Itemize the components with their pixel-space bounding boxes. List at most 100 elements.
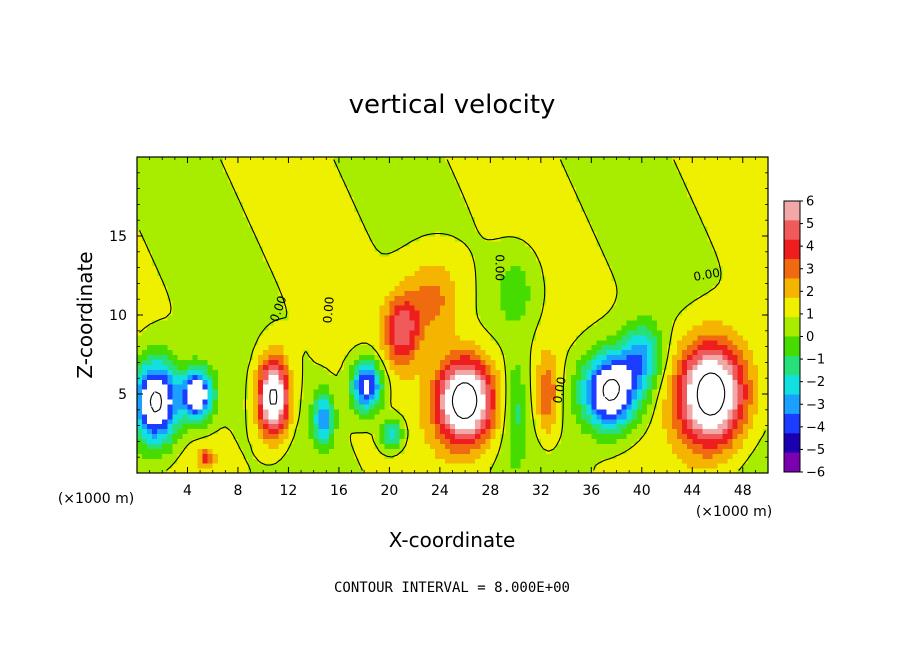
heatmap-cell [167,413,173,420]
heatmap-cell [444,300,451,306]
heatmap-cell [243,329,249,336]
heatmap-cell [232,290,239,296]
heatmap-cell [656,324,663,331]
heatmap-cell [656,319,663,326]
heatmap-cell [338,315,345,321]
heatmap-cell [480,280,486,286]
heatmap-cell [404,315,411,321]
heatmap-cell [495,305,502,311]
heatmap-cell [737,364,744,370]
heatmap-cell [157,339,163,346]
heatmap-cell [137,364,143,370]
heatmap-cell [157,418,163,425]
heatmap-cell [268,285,274,291]
heatmap-cell [308,463,315,469]
heatmap-cell [742,389,749,395]
heatmap-cell [712,379,719,385]
heatmap-cell [323,329,330,336]
heatmap-cell [212,423,219,430]
heatmap-cell [182,275,189,282]
heatmap-cell [354,408,360,415]
heatmap-cell [752,398,759,405]
heatmap-cell [581,344,587,351]
heatmap-cell [202,329,209,336]
heatmap-cell [424,403,431,410]
heatmap-cell [586,448,592,454]
heatmap-cell [232,369,239,375]
heatmap-cell [409,305,416,311]
heatmap-cell [273,369,279,375]
heatmap-cell [697,413,703,420]
heatmap-cell [263,305,269,311]
heatmap-cell [419,329,426,336]
heatmap-cell [389,428,396,435]
heatmap-cell [485,339,491,346]
heatmap-cell [359,295,365,301]
heatmap-cell [419,369,426,375]
heatmap-cell [338,428,345,435]
heatmap-cell [328,315,335,321]
heatmap-cell [394,379,401,385]
heatmap-cell [712,349,719,356]
heatmap-cell [500,408,507,415]
heatmap-cell [293,359,300,365]
heatmap-cell [202,339,209,346]
heatmap-cell [737,418,744,425]
heatmap-cell [328,364,335,370]
heatmap-cell [379,310,385,316]
heatmap-cell [142,374,148,380]
heatmap-cell [510,403,517,410]
heatmap-cell [545,334,552,341]
heatmap-cell [253,275,259,282]
heatmap-cell [137,315,143,321]
heatmap-cell [525,458,532,464]
heatmap-cell [510,315,517,321]
heatmap-cell [616,403,623,410]
heatmap-cell [359,403,365,410]
heatmap-cell [460,334,466,341]
heatmap-cell [661,315,668,321]
heatmap-cell [555,369,562,375]
heatmap-cell [505,319,512,326]
heatmap-cell [702,280,709,286]
heatmap-cell [566,334,572,341]
heatmap-cell [177,305,184,311]
heatmap-cell [273,463,279,469]
heatmap-cell [248,438,254,444]
heatmap-cell [490,394,497,400]
heatmap-cell [232,324,239,331]
heatmap-cell [737,339,744,346]
heatmap-cell [566,384,572,390]
heatmap-cell [707,428,714,435]
heatmap-cell [611,339,618,346]
heatmap-cell [167,423,173,430]
heatmap-cell [273,413,279,420]
heatmap-cell [278,280,284,286]
heatmap-cell [394,389,401,395]
heatmap-cell [167,369,173,375]
heatmap-cell [424,285,431,291]
heatmap-cell [444,364,451,370]
heatmap-cell [444,290,451,296]
heatmap-cell [757,305,764,311]
heatmap-cell [439,300,446,306]
heatmap-cell [258,443,264,449]
heatmap-cell [742,349,749,356]
heatmap-cell [323,403,330,410]
heatmap-cell [631,463,638,469]
heatmap-cell [727,384,734,390]
heatmap-cell [697,458,703,464]
heatmap-cell [399,280,406,286]
heatmap-cell [692,418,698,425]
heatmap-cell [278,394,284,400]
heatmap-cell [313,418,320,425]
heatmap-cell [182,374,189,380]
heatmap-cell [293,389,300,395]
heatmap-cell [248,364,254,370]
heatmap-cell [742,300,749,306]
heatmap-cell [586,453,592,459]
heatmap-cell [455,443,461,449]
heatmap-cell [419,413,426,420]
heatmap-cell [137,310,143,316]
